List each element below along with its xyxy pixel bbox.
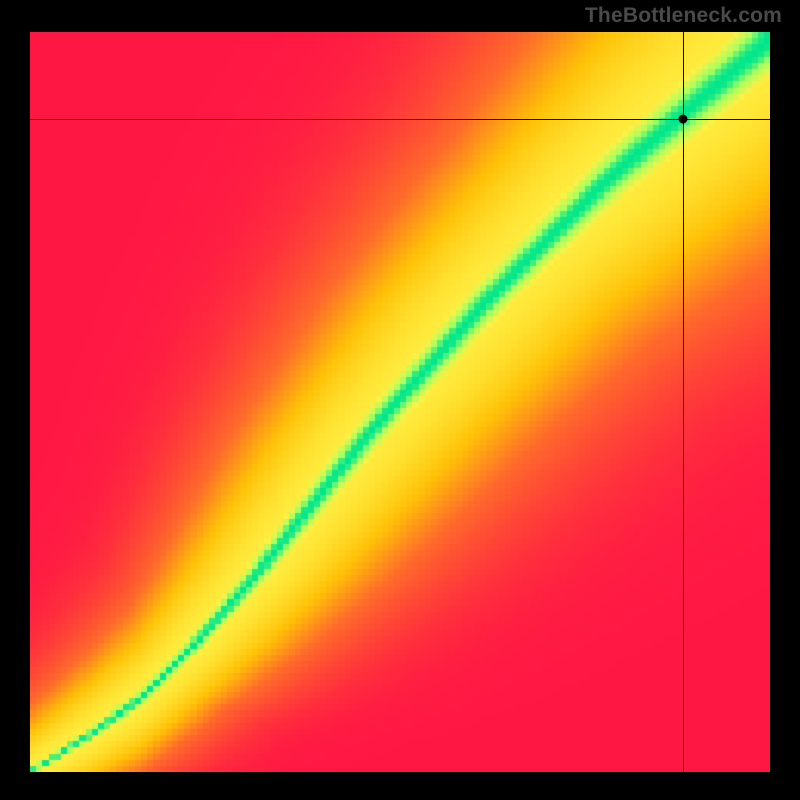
crosshair-intersection-dot [679,115,688,124]
heatmap-chart [30,32,770,772]
heatmap-canvas [30,32,770,772]
watermark-text: TheBottleneck.com [585,4,782,28]
